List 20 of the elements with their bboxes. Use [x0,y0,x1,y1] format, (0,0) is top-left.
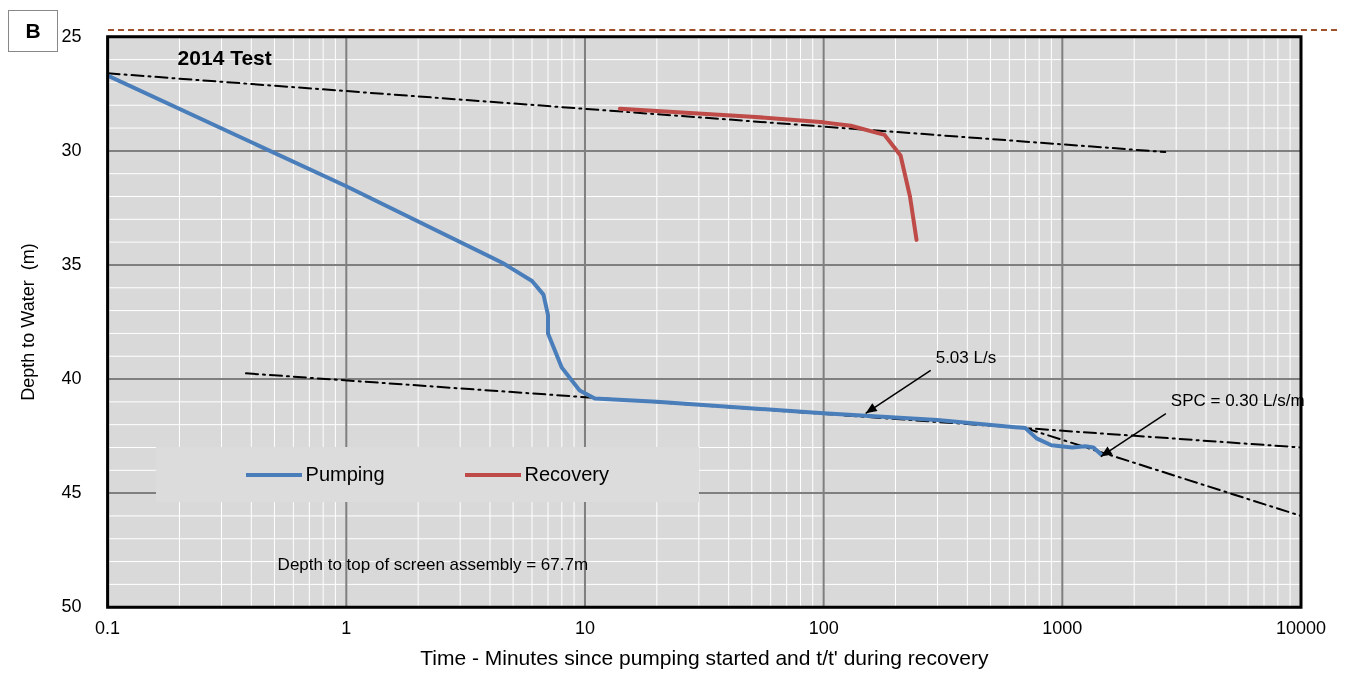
y-axis-title: Depth to Water (m) [17,243,38,401]
x-tick-label: 10000 [1275,617,1327,638]
legend-label: Pumping [305,463,385,487]
y-tick-label: 35 [61,253,82,274]
y-tick-label: 40 [61,368,82,389]
y-tick-label: 25 [61,25,82,46]
y-tick-label: 50 [61,596,82,617]
text: B [8,10,58,52]
annotation: 5.03 L/s [935,347,997,367]
annotation: Depth to top of screen assembly = 67.7m [277,554,589,574]
x-axis-title: Time - Minutes since pumping started and t/t' during recovery [420,646,989,670]
annotation: 2014 Test [177,45,272,69]
y-tick-label: 30 [61,139,82,160]
x-tick-label: 10 [574,617,595,638]
x-tick-label: 1 [341,617,352,638]
y-tick-label: 45 [61,482,82,503]
x-tick-label: 0.1 [95,617,121,638]
x-tick-label: 100 [808,617,839,638]
legend-label: Recovery [524,463,610,487]
x-tick-label: 1000 [1042,617,1083,638]
